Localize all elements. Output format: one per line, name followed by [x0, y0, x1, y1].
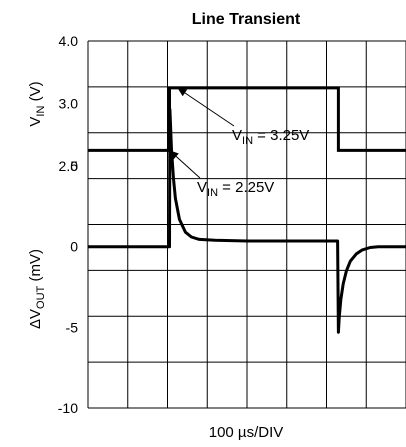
chart-title: Line Transient: [192, 11, 301, 28]
y-axis-label-top: VIN (V): [27, 81, 47, 126]
series-line-delta-vout: [88, 108, 406, 334]
x-axis-label: 100 µs/DIV: [209, 424, 284, 441]
annotation-vin-low: VIN = 2.25V: [197, 179, 274, 199]
y-tick-label-top: 4.0: [59, 33, 79, 49]
grid: [87, 40, 406, 409]
annotation-vin-high: VIN = 3.25V: [232, 127, 309, 147]
series-line-vin: [88, 86, 406, 152]
y-tick-label-bottom: -5: [66, 319, 79, 335]
y-tick-label-bottom: 5: [70, 158, 78, 174]
y-tick-label-top: 2.0: [59, 158, 79, 174]
annotation-arrowhead: [177, 87, 188, 97]
y-tick-label-top: 3.0: [59, 96, 79, 112]
y-axis-label-bottom: ΔVOUT (mV): [27, 249, 47, 329]
y-tick-label-bottom: -10: [58, 400, 78, 416]
annotations: VIN = 3.25V VIN = 2.25V: [169, 87, 309, 199]
y-tick-label-bottom: 0: [70, 239, 78, 255]
chart-marks: [88, 86, 406, 334]
annotation-arrowhead: [169, 150, 179, 160]
annotation-arrow: [177, 87, 235, 127]
tick-labels: 4.0 3.0 2.05 0 -5 -10: [58, 33, 78, 416]
